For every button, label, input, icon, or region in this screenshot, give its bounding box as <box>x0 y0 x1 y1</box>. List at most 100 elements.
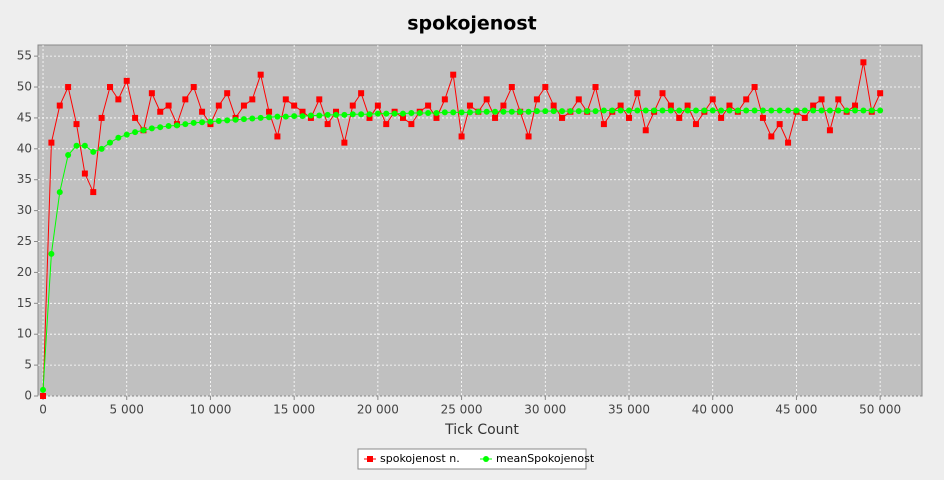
data-point <box>358 90 365 97</box>
data-point <box>801 107 808 114</box>
data-point <box>48 250 55 257</box>
data-point <box>508 108 515 115</box>
data-point <box>542 108 549 115</box>
data-point <box>291 102 298 109</box>
data-point <box>500 102 507 109</box>
data-point <box>224 90 231 97</box>
x-tick-label: 20 000 <box>357 403 399 417</box>
data-point <box>441 96 448 103</box>
data-point <box>299 113 306 120</box>
data-point <box>282 96 289 103</box>
y-tick-label: 40 <box>17 141 32 155</box>
data-point <box>709 107 716 114</box>
data-point <box>759 114 766 121</box>
data-point <box>366 114 373 121</box>
data-point <box>240 116 247 123</box>
data-point <box>550 108 557 115</box>
data-point <box>399 110 406 117</box>
data-point <box>282 113 289 120</box>
data-point <box>860 59 867 66</box>
data-point <box>466 109 473 116</box>
data-point <box>659 90 666 97</box>
data-point <box>266 108 273 115</box>
data-point <box>550 102 557 109</box>
data-point <box>190 84 197 91</box>
data-point <box>533 108 540 115</box>
x-tick-label: 35 000 <box>608 403 650 417</box>
data-point <box>684 107 691 114</box>
data-point <box>441 109 448 116</box>
data-point <box>642 127 649 134</box>
x-tick-label: 30 000 <box>524 403 566 417</box>
data-point <box>726 102 733 109</box>
data-point <box>341 111 348 118</box>
data-point <box>425 109 432 116</box>
data-point <box>132 129 139 136</box>
data-point <box>148 125 155 132</box>
data-point <box>274 113 281 120</box>
data-point <box>65 151 72 158</box>
data-point <box>559 108 566 115</box>
data-point <box>299 108 306 115</box>
data-point <box>751 107 758 114</box>
data-point <box>483 108 490 115</box>
data-point <box>768 133 775 140</box>
data-point <box>860 107 867 114</box>
x-tick-label: 45 000 <box>775 403 817 417</box>
y-tick-label: 5 <box>24 358 32 372</box>
data-point <box>257 114 264 121</box>
data-point <box>408 121 415 128</box>
data-point <box>726 107 733 114</box>
data-point <box>199 108 206 115</box>
data-point <box>810 107 817 114</box>
data-point <box>575 108 582 115</box>
legend-marker <box>483 456 489 462</box>
data-point <box>458 133 465 140</box>
y-tick-label: 10 <box>17 327 32 341</box>
data-point <box>240 102 247 109</box>
data-point <box>324 111 331 118</box>
data-point <box>701 107 708 114</box>
data-point <box>324 121 331 128</box>
data-point <box>500 108 507 115</box>
x-tick-label: 10 000 <box>189 403 231 417</box>
data-point <box>458 109 465 116</box>
data-point <box>349 111 356 118</box>
data-point <box>584 108 591 115</box>
data-point <box>98 114 105 121</box>
legend-label: spokojenost n. <box>380 452 460 465</box>
data-point <box>165 102 172 109</box>
data-point <box>132 114 139 121</box>
data-point <box>408 109 415 116</box>
data-point <box>190 119 197 126</box>
data-point <box>559 114 566 121</box>
data-point <box>793 107 800 114</box>
data-point <box>617 102 624 109</box>
data-point <box>374 102 381 109</box>
data-point <box>450 109 457 116</box>
y-tick-label: 50 <box>17 80 32 94</box>
data-point <box>232 116 239 123</box>
data-point <box>123 77 130 84</box>
x-tick-label: 0 <box>39 403 47 417</box>
data-point <box>843 107 850 114</box>
data-point <box>215 102 222 109</box>
data-point <box>148 90 155 97</box>
data-point <box>316 96 323 103</box>
data-point <box>165 122 172 129</box>
data-point <box>416 109 423 116</box>
data-point <box>634 107 641 114</box>
data-point <box>341 139 348 146</box>
data-point <box>366 111 373 118</box>
data-point <box>718 114 725 121</box>
data-point <box>818 107 825 114</box>
data-point <box>667 102 674 109</box>
data-point <box>709 96 716 103</box>
data-point <box>65 84 72 91</box>
data-point <box>291 113 298 120</box>
data-point <box>374 110 381 117</box>
data-point <box>785 139 792 146</box>
data-point <box>123 131 130 138</box>
data-point <box>224 117 231 124</box>
data-point <box>425 102 432 109</box>
